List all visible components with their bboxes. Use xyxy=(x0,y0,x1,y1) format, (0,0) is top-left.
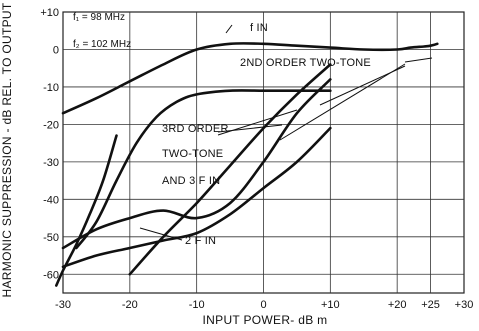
grid xyxy=(62,11,465,294)
x-tick-labels: -30 -20 -10 0 +10 +20 +25 +30 xyxy=(55,299,473,311)
legend-f2: f₂ = 102 MHz xyxy=(73,39,131,50)
annotation-third-order-2: TWO-TONE xyxy=(162,148,223,160)
leader-line xyxy=(404,57,433,63)
series-line-4 xyxy=(55,134,118,287)
leader-line xyxy=(217,109,298,136)
annotation-fin: f IN xyxy=(250,22,268,34)
y-tick-label: -60 xyxy=(43,269,59,281)
series-line-6 xyxy=(128,63,332,276)
x-axis-label: INPUT POWER- dB m xyxy=(203,313,328,327)
y-tick-labels: +10 0 -10 -20 -30 -40 -50 -60 xyxy=(40,7,59,281)
y-axis-label: HARMONIC SUPPRESSION - dB REL. TO OUTPUT xyxy=(0,2,14,297)
leader-line xyxy=(217,124,283,133)
x-tick-label: +10 xyxy=(321,299,340,311)
y-tick-label: +10 xyxy=(40,7,59,19)
y-tick-label: -30 xyxy=(43,157,59,169)
x-tick-label: -20 xyxy=(122,299,138,311)
series-line-1 xyxy=(61,42,439,115)
leader-line xyxy=(279,63,406,141)
series-line-3 xyxy=(61,78,332,250)
legend-f1: f₁ = 98 MHz xyxy=(73,12,125,23)
x-tick-label: -30 xyxy=(55,299,71,311)
series-line-5 xyxy=(61,126,332,269)
x-tick-label: 0 xyxy=(260,299,266,311)
leader-line xyxy=(139,227,183,241)
annotation-third-order-3: AND 3 F IN xyxy=(162,175,220,187)
y-tick-label: -10 xyxy=(43,82,59,94)
y-tick-label: -40 xyxy=(43,194,59,206)
annotation-arrows xyxy=(139,24,433,241)
series-group xyxy=(55,42,439,287)
x-tick-label: -10 xyxy=(189,299,205,311)
annotation-third-order-1: 3RD ORDER xyxy=(162,123,229,135)
annotation-two-f: 2 F IN xyxy=(185,235,216,247)
annotation-second-order: 2ND ORDER TWO-TONE xyxy=(240,57,371,69)
y-tick-label: -20 xyxy=(43,119,59,131)
x-tick-label: +25 xyxy=(421,299,440,311)
x-tick-label: +30 xyxy=(455,299,474,311)
y-tick-label: -50 xyxy=(43,232,59,244)
series-line-2 xyxy=(75,89,332,250)
leader-line xyxy=(225,24,233,34)
x-tick-label: +20 xyxy=(388,299,407,311)
y-tick-label: 0 xyxy=(53,44,59,56)
